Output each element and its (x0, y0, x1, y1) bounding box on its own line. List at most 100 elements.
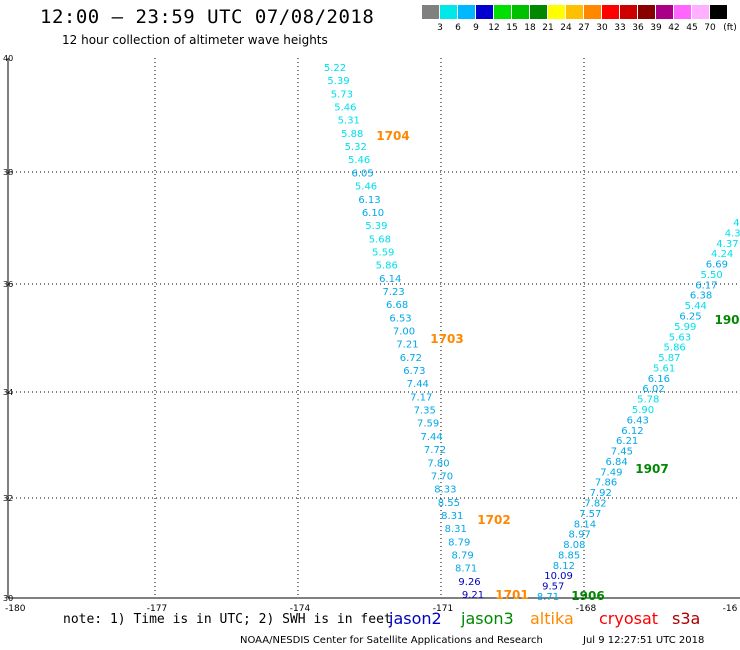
scale-label: 70 (704, 23, 716, 33)
scale-swatch (656, 5, 673, 19)
swh-observation: 6.13 (358, 195, 380, 206)
swh-observation: 7.57 (579, 509, 601, 520)
swh-observation: 7.00 (393, 327, 415, 338)
swh-observation: 4.3 (725, 228, 740, 239)
swh-observation: 6.14 (379, 274, 401, 285)
pass-time-label: 1907 (635, 462, 668, 476)
swh-observation: 6.02 (642, 384, 664, 395)
swh-observation: 5.46 (355, 182, 377, 193)
swh-observation: 4. (733, 218, 740, 229)
scale-swatch (440, 5, 457, 19)
swh-observation: 5.68 (369, 234, 391, 245)
mission-s3a: s3a (672, 609, 701, 628)
pass-time-label: 1906 (571, 589, 604, 603)
swh-observation: 7.23 (383, 287, 405, 298)
scale-label: 9 (473, 23, 479, 33)
swh-observation: 7.44 (420, 432, 442, 443)
swh-observation: 5.59 (372, 247, 394, 258)
swh-observation: 7.59 (417, 419, 439, 430)
swh-observation: 5.50 (700, 270, 722, 281)
swh-observation: 5.73 (331, 89, 353, 100)
scale-unit: (ft) (723, 23, 737, 33)
swh-observation: 7.80 (427, 458, 449, 469)
scale-swatch (548, 5, 565, 19)
scale-label: 39 (650, 23, 662, 33)
swh-observation: 5.39 (327, 76, 349, 87)
scale-swatch (476, 5, 493, 19)
swh-observation: 7.21 (396, 340, 418, 351)
scale-swatch (566, 5, 583, 19)
map-title: 12:00 – 23:59 UTC 07/08/2018 (40, 6, 375, 28)
scale-label: 36 (632, 23, 644, 33)
swh-observation: 8.14 (574, 519, 596, 530)
swh-observation: 5.86 (376, 261, 398, 272)
swh-observation: 9.26 (458, 577, 480, 588)
swh-observation: 9.21 (462, 590, 484, 601)
swh-observation: 5.39 (365, 221, 387, 232)
scale-label: 33 (614, 23, 626, 33)
scale-label: 12 (488, 23, 500, 33)
swh-observation: 5.87 (658, 353, 680, 364)
scale-label: 6 (455, 23, 461, 33)
scale-label: 3 (437, 23, 443, 33)
mission-jason2: jason2 (389, 609, 442, 628)
swh-observation: 8.79 (452, 550, 474, 561)
swh-observation: 7.44 (407, 379, 429, 390)
longitude-label: -180 (5, 604, 26, 614)
scale-swatch (710, 5, 727, 19)
swh-observation: 5.44 (685, 301, 707, 312)
scale-swatch (458, 5, 475, 19)
scale-swatch (422, 5, 439, 19)
swh-observation: 8.31 (445, 524, 467, 535)
swh-observation: 5.61 (653, 363, 675, 374)
scale-swatch (584, 5, 601, 19)
swh-observation: 8.85 (558, 550, 580, 561)
footer-credit: NOAA/NESDIS Center for Satellite Applica… (240, 635, 704, 646)
swh-observation: 6.16 (648, 374, 670, 385)
swh-observation: 7.70 (431, 471, 453, 482)
scale-swatch (692, 5, 709, 19)
swh-observation: 5.90 (632, 405, 654, 416)
longitude-label: -168 (576, 604, 597, 614)
swh-observation: 5.46 (334, 103, 356, 114)
swh-observation: 6.69 (706, 260, 728, 271)
scale-label: 27 (578, 23, 590, 33)
swh-observation: 5.31 (338, 116, 360, 127)
swh-observation: 5.99 (674, 322, 696, 333)
swh-observation: 6.73 (403, 366, 425, 377)
swh-observation: 6.43 (627, 415, 649, 426)
pass-time-label: 1701 (495, 588, 528, 602)
scale-swatch (674, 5, 691, 19)
swh-observation: 8.71 (537, 592, 559, 603)
swh-observation: 8.08 (563, 540, 585, 551)
scale-label: 21 (542, 23, 554, 33)
scale-label: 42 (668, 23, 680, 33)
scale-swatch (494, 5, 511, 19)
pass-time-label: 1704 (376, 129, 409, 143)
swh-observation: 8.31 (441, 511, 463, 522)
swh-observation: 8.33 (434, 485, 456, 496)
swh-observation: 5.86 (664, 343, 686, 354)
longitude-label: -174 (290, 604, 311, 614)
swh-observation: 6.12 (621, 426, 643, 437)
swh-observation: 5.88 (341, 129, 363, 140)
mission-altika: altika (530, 609, 574, 628)
scale-label: 15 (506, 23, 518, 33)
swh-observation: 7.86 (595, 478, 617, 489)
units-note: note: 1) Time is in UTC; 2) SWH is in fe… (63, 612, 392, 627)
latitude-label: 38 (3, 168, 13, 177)
swh-observation: 7.82 (584, 499, 606, 510)
swh-observation: 7.49 (600, 467, 622, 478)
swh-observation: 6.25 (679, 312, 701, 323)
longitude-label: -16 (723, 604, 738, 614)
swh-observation: 8.55 (438, 498, 460, 509)
swh-observation: 6.68 (386, 300, 408, 311)
scale-swatch (638, 5, 655, 19)
scale-label: 45 (686, 23, 698, 33)
scale-swatch (530, 5, 547, 19)
scale-swatch (512, 5, 529, 19)
latitude-label: 34 (3, 388, 13, 397)
latitude-label: 32 (3, 494, 13, 503)
swh-observation: 7.92 (590, 488, 612, 499)
